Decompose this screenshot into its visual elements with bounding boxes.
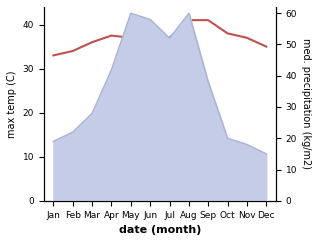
X-axis label: date (month): date (month) — [119, 225, 201, 235]
Y-axis label: med. precipitation (kg/m2): med. precipitation (kg/m2) — [301, 38, 311, 169]
Y-axis label: max temp (C): max temp (C) — [7, 70, 17, 138]
